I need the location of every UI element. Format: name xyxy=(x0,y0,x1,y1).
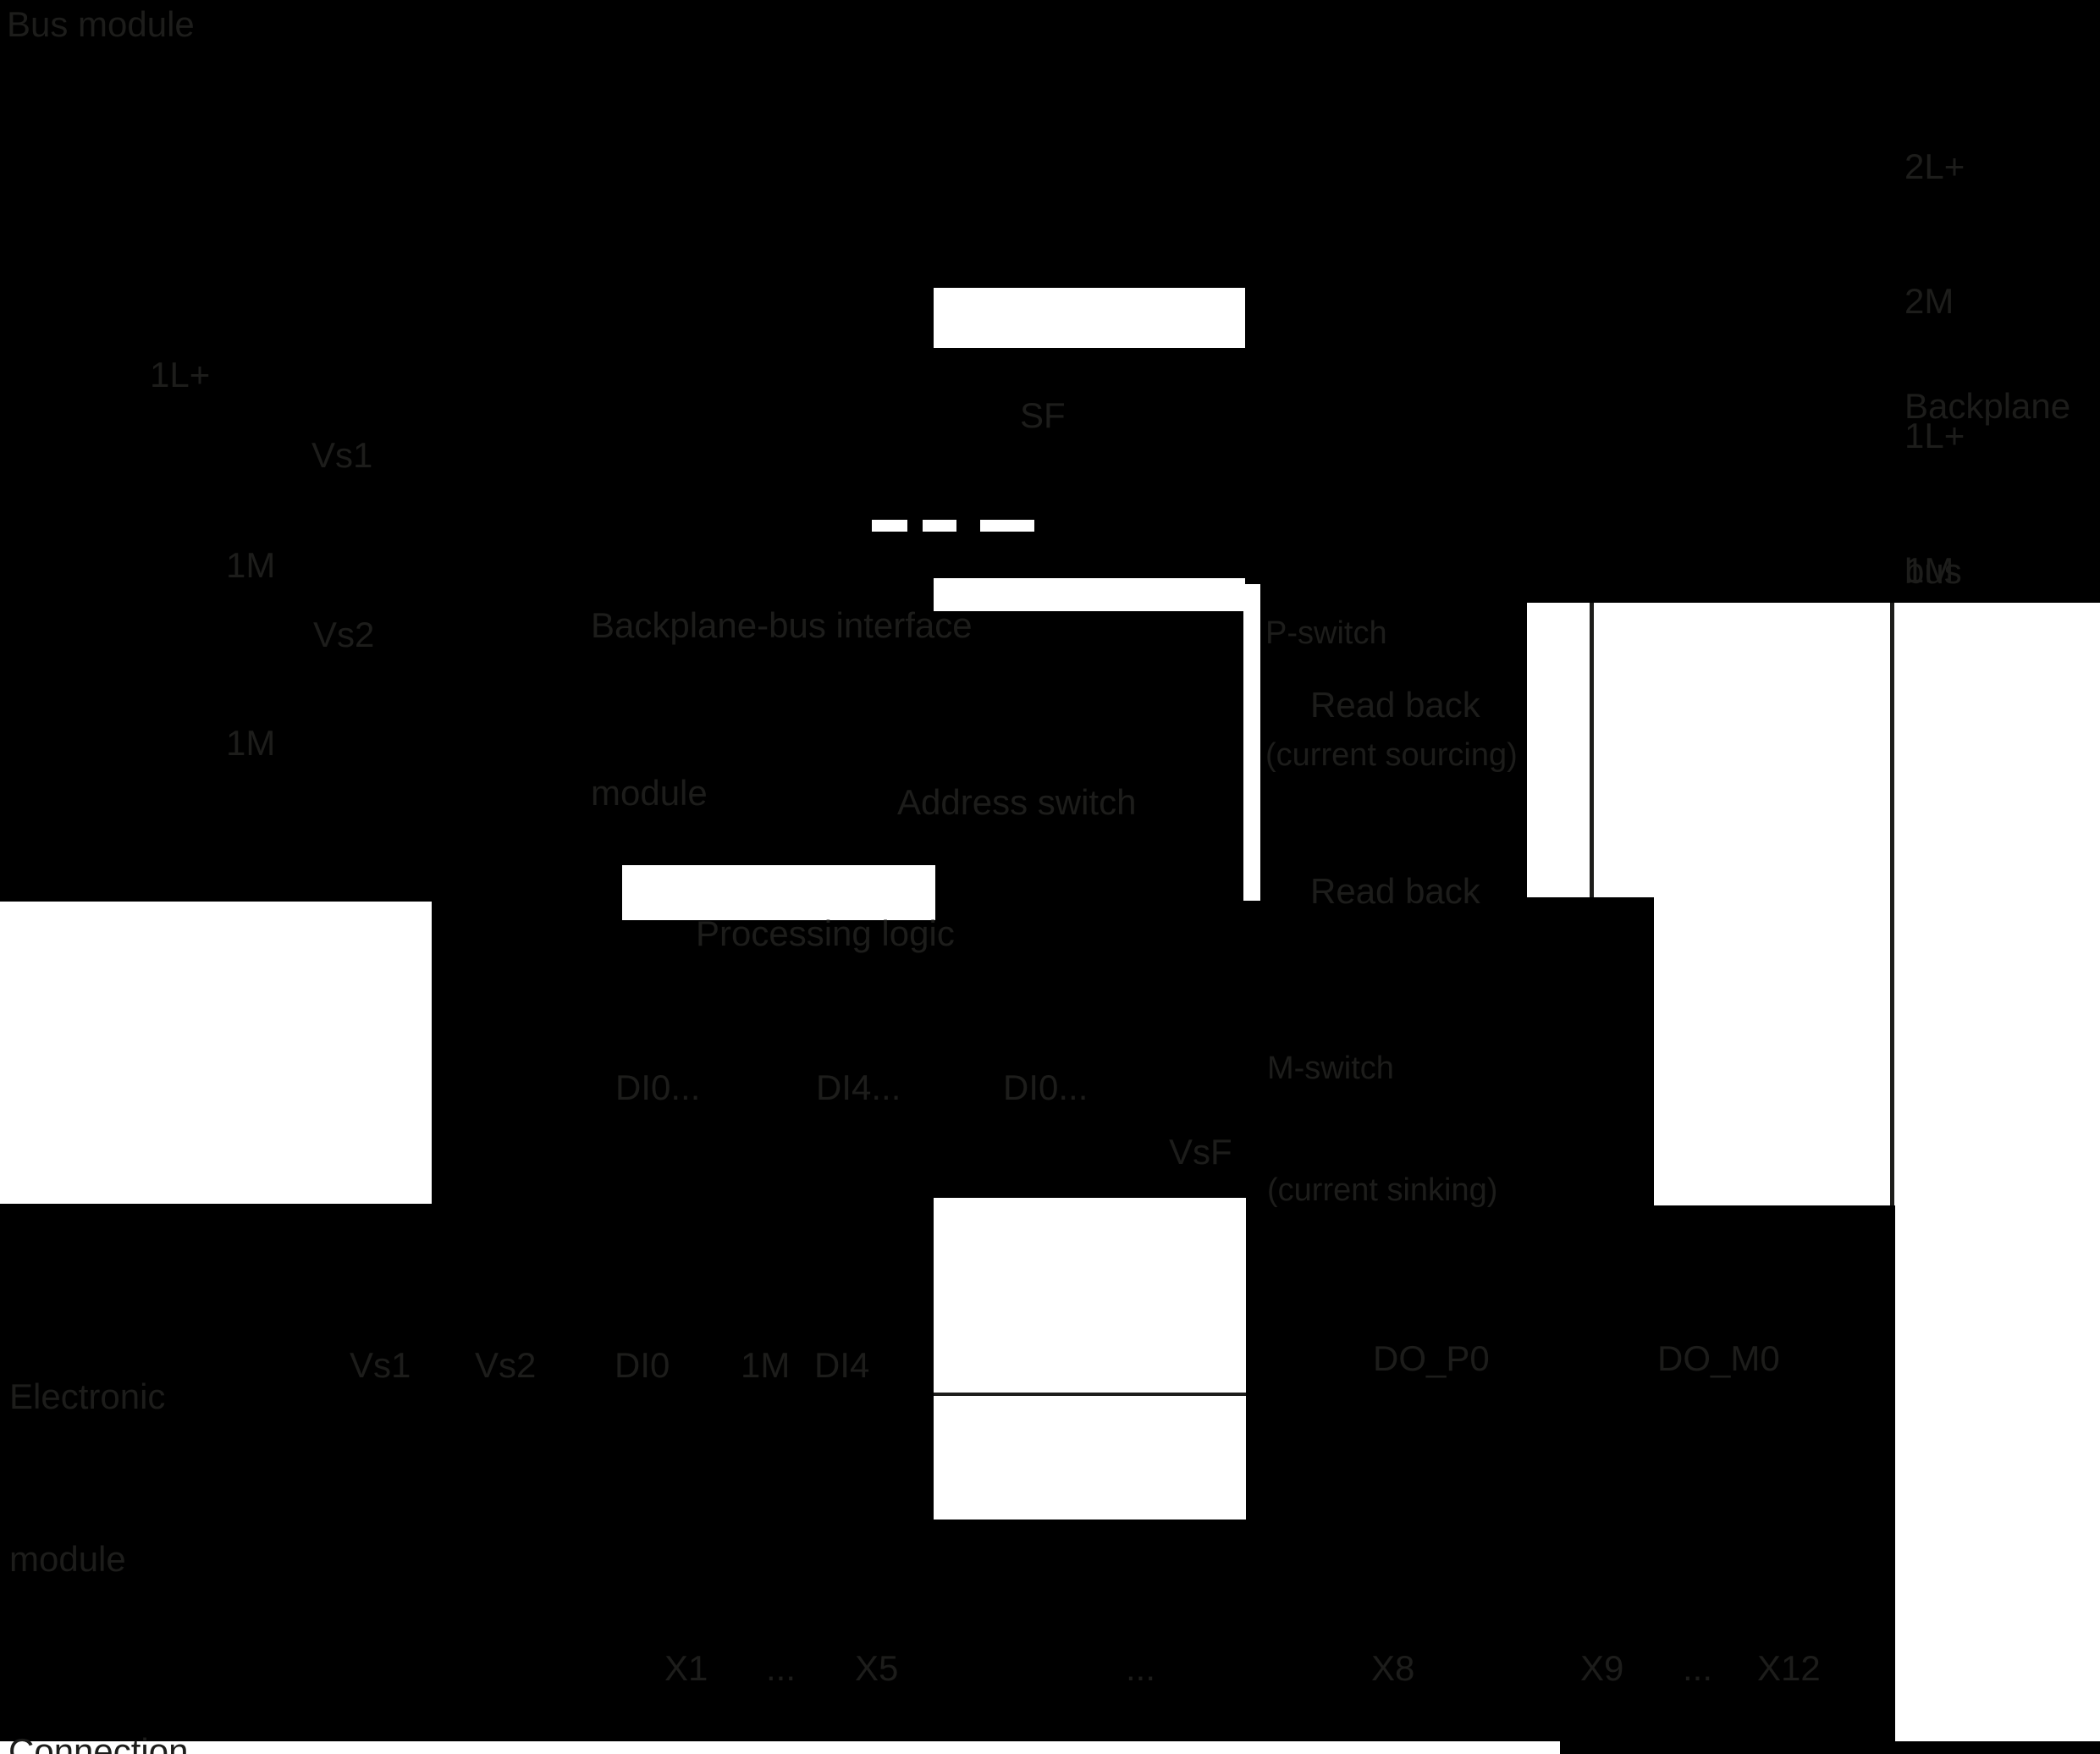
sf-label: SF xyxy=(1020,395,1066,435)
backplane-bus-area-upper xyxy=(1527,603,2100,897)
di-group3-label: DI0... xyxy=(1003,1067,1089,1107)
backplane-terminal-labels: 2L+ 2M 1L+ 1M xyxy=(1904,54,1965,682)
di-group2-label: DI4... xyxy=(816,1067,901,1107)
pin-di4-label: DI4 xyxy=(814,1345,870,1385)
address-switch-fragment-2 xyxy=(923,520,956,532)
backplane-bus-area-mid xyxy=(1654,897,2100,1205)
terminal-dots2-label: ... xyxy=(1126,1648,1156,1688)
left-rail-1l-label: 1L+ xyxy=(150,355,211,394)
output-stage-divider xyxy=(934,1393,1246,1396)
address-switch-label: Address switch xyxy=(897,782,1137,822)
terminal-x8-label: X8 xyxy=(1371,1648,1415,1688)
connection-module-label-line1: Connection xyxy=(8,1731,189,1754)
left-rail-1m2-label: 1M xyxy=(226,723,276,763)
terminal-x1-label: X1 xyxy=(664,1648,708,1688)
electronic-module-label-line1: Electronic xyxy=(9,1376,166,1416)
pin-1m-label: 1M xyxy=(741,1345,791,1385)
bus-wire-line-1 xyxy=(1590,603,1594,897)
output-stage-box xyxy=(934,1198,1246,1520)
p-switch-box xyxy=(934,578,1245,611)
left-rail-vs2-label: Vs2 xyxy=(313,615,375,654)
terminal-x5-label: X5 xyxy=(855,1648,899,1688)
m-switch-label-line1: M-switch xyxy=(1267,1051,1394,1086)
terminal-x12-label: X12 xyxy=(1757,1648,1821,1688)
electronic-module-box xyxy=(0,902,432,1204)
processing-logic-box xyxy=(622,865,935,920)
left-rail-vs1-label: Vs1 xyxy=(311,435,373,475)
terminal-2m-label: 2M xyxy=(1904,281,1954,321)
p-switch-label-line1: P-switch xyxy=(1265,615,1387,651)
interface-label-line2: module xyxy=(591,773,708,813)
backplane-bus-label: Backplane bus xyxy=(1904,268,2070,709)
m-switch-label: M-switch (current sinking) xyxy=(1267,967,1497,1292)
interface-label-line1: Backplane-bus interface xyxy=(591,605,973,645)
electronic-module-label-line2: module xyxy=(9,1539,126,1579)
pin-vs1-label: Vs1 xyxy=(350,1345,411,1385)
pin-do-m0-label: DO_M0 xyxy=(1657,1338,1780,1378)
pin-vs2-label: Vs2 xyxy=(475,1345,537,1385)
backplane-bus-label-line2: bus xyxy=(1904,551,1962,591)
terminal-dots3-label: ... xyxy=(1683,1648,1713,1688)
terminal-1m-label: 1M xyxy=(1904,550,1954,590)
electronic-module-label: Electronic module xyxy=(9,1261,165,1695)
backplane-bus-label-line1: Backplane xyxy=(1904,386,2071,426)
address-switch-fragment-1 xyxy=(872,520,907,532)
p-switch-label-line2: (current sourcing) xyxy=(1265,737,1518,773)
bottom-rail-strip xyxy=(0,1741,1560,1754)
backplane-bus-area-column xyxy=(1895,1205,2100,1741)
read-back-bottom-label: Read back xyxy=(1310,871,1480,911)
p-switch-stub-line xyxy=(1243,584,1260,901)
terminal-dots1-label: ... xyxy=(766,1648,796,1688)
pin-di0-label: DI0 xyxy=(615,1345,670,1385)
bus-module-label: Bus module xyxy=(7,4,195,44)
bus-wire-line-2 xyxy=(1890,603,1894,1205)
left-rail-1m-label: 1M xyxy=(226,545,276,585)
di-group1-label: DI0... xyxy=(615,1067,701,1107)
m-switch-label-line2: (current sinking) xyxy=(1267,1172,1498,1208)
connection-module-label: Connection module xyxy=(8,1616,188,1754)
terminal-x9-label: X9 xyxy=(1580,1648,1624,1688)
terminal-2l-label: 2L+ xyxy=(1904,146,1965,186)
p-switch-label: P-switch (current sourcing) xyxy=(1265,532,1518,857)
pin-do-p0-label: DO_P0 xyxy=(1373,1338,1490,1378)
address-switch-fragment-3 xyxy=(980,520,1034,532)
processing-logic-label: Processing logic xyxy=(696,913,955,953)
terminal-1l-label: 1L+ xyxy=(1904,416,1965,455)
sf-indicator-box xyxy=(934,288,1245,348)
vsf-label: VsF xyxy=(1169,1132,1232,1172)
backplane-bus-interface-module-label: Backplane-bus interface module xyxy=(591,486,973,933)
read-back-top-label: Read back xyxy=(1310,685,1480,725)
